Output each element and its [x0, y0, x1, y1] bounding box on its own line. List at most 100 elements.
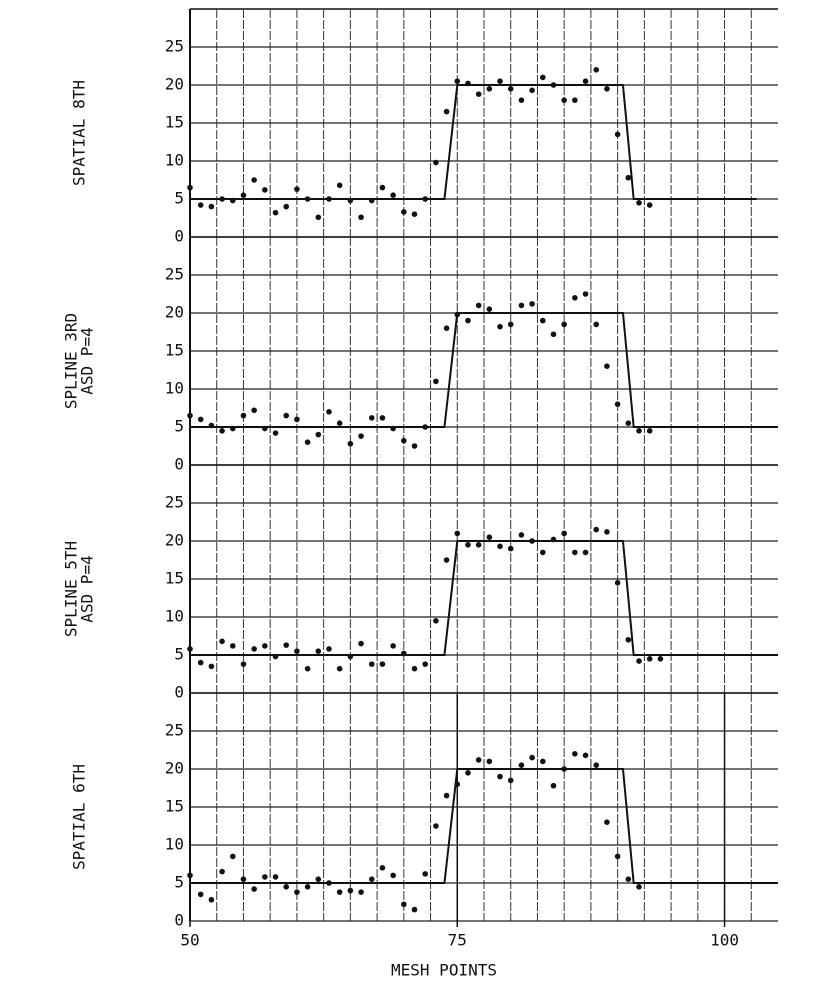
data-point: [401, 901, 407, 908]
data-point: [422, 661, 429, 667]
data-point: [465, 542, 471, 548]
data-point: [294, 416, 300, 423]
step-line: [190, 768, 778, 884]
x-axis-label: MESH POINTS: [391, 961, 497, 980]
data-point: [497, 773, 503, 780]
data-point: [572, 295, 578, 301]
y-tick-label: 10: [165, 151, 184, 170]
data-point: [572, 549, 578, 556]
data-point: [208, 422, 215, 429]
y-tick-label: 25: [165, 493, 184, 512]
data-point: [294, 186, 300, 192]
y-tick-label: 0: [174, 911, 184, 930]
y-tick-label: 10: [165, 379, 184, 398]
data-point: [368, 661, 375, 667]
data-point: [518, 97, 525, 103]
data-point: [390, 872, 396, 879]
data-point: [315, 648, 322, 654]
data-point: [454, 530, 461, 537]
y-tick-label: 0: [174, 455, 184, 474]
data-point: [304, 665, 311, 672]
data-point: [529, 87, 535, 94]
data-point: [294, 648, 300, 654]
data-point: [326, 646, 332, 652]
y-tick-label: 5: [174, 873, 184, 892]
data-point: [550, 82, 557, 88]
data-point: [240, 412, 247, 419]
data-point: [187, 184, 193, 191]
data-point: [347, 887, 354, 894]
data-point: [614, 580, 621, 586]
data-point: [497, 323, 503, 330]
y-tick-label: 10: [165, 607, 184, 626]
y-tick-label: 10: [165, 835, 184, 854]
data-point: [625, 420, 632, 427]
data-point: [187, 646, 193, 652]
data-point: [614, 853, 621, 860]
data-point: [593, 762, 600, 768]
data-point: [604, 363, 610, 370]
data-point: [443, 325, 450, 332]
data-point: [572, 751, 578, 757]
data-point: [379, 865, 386, 871]
data-point: [240, 192, 247, 198]
data-point: [368, 876, 375, 882]
data-point: [550, 331, 557, 338]
data-point: [507, 86, 514, 92]
data-point: [540, 549, 546, 556]
data-point: [336, 420, 343, 427]
data-point: [336, 889, 343, 895]
y-tick-label: 15: [165, 113, 184, 132]
data-point: [315, 214, 322, 221]
data-point: [614, 401, 621, 408]
data-point: [240, 876, 247, 882]
data-point: [197, 416, 204, 423]
data-point: [422, 424, 429, 430]
data-point: [336, 665, 343, 672]
data-point: [251, 177, 257, 183]
data-point: [636, 658, 642, 664]
data-point: [187, 412, 193, 419]
data-point: [646, 656, 653, 662]
data-point: [561, 766, 567, 772]
data-point: [507, 545, 514, 552]
data-point: [454, 781, 461, 787]
data-point: [208, 896, 215, 903]
data-point: [240, 661, 247, 667]
data-point: [187, 872, 193, 879]
data-point: [657, 656, 664, 662]
data-point: [550, 782, 557, 789]
y-axis-label: ASD P=4: [78, 327, 97, 394]
data-point: [390, 192, 396, 198]
data-point: [368, 197, 375, 204]
data-point: [561, 530, 567, 537]
x-tick-label: 100: [710, 931, 739, 950]
data-point: [411, 443, 418, 449]
data-point: [219, 638, 225, 645]
data-point: [358, 214, 364, 221]
data-point: [486, 306, 493, 313]
data-point: [475, 757, 482, 763]
data-point: [614, 131, 621, 138]
data-point: [550, 536, 557, 543]
data-point: [540, 758, 546, 765]
y-tick-label: 15: [165, 341, 184, 360]
data-point: [251, 407, 257, 414]
data-point: [433, 618, 439, 624]
data-point: [315, 876, 322, 882]
data-point: [486, 86, 493, 92]
data-point: [315, 431, 322, 438]
data-point: [283, 642, 290, 648]
data-point: [604, 86, 610, 92]
data-point: [646, 428, 653, 434]
data-point: [401, 209, 407, 215]
data-point: [379, 415, 386, 421]
data-point: [443, 108, 450, 115]
data-point: [561, 97, 567, 103]
data-point: [518, 532, 525, 538]
data-point: [197, 202, 204, 208]
data-point: [593, 321, 600, 328]
data-point: [433, 159, 439, 166]
data-point: [518, 302, 525, 309]
data-point: [422, 196, 429, 202]
